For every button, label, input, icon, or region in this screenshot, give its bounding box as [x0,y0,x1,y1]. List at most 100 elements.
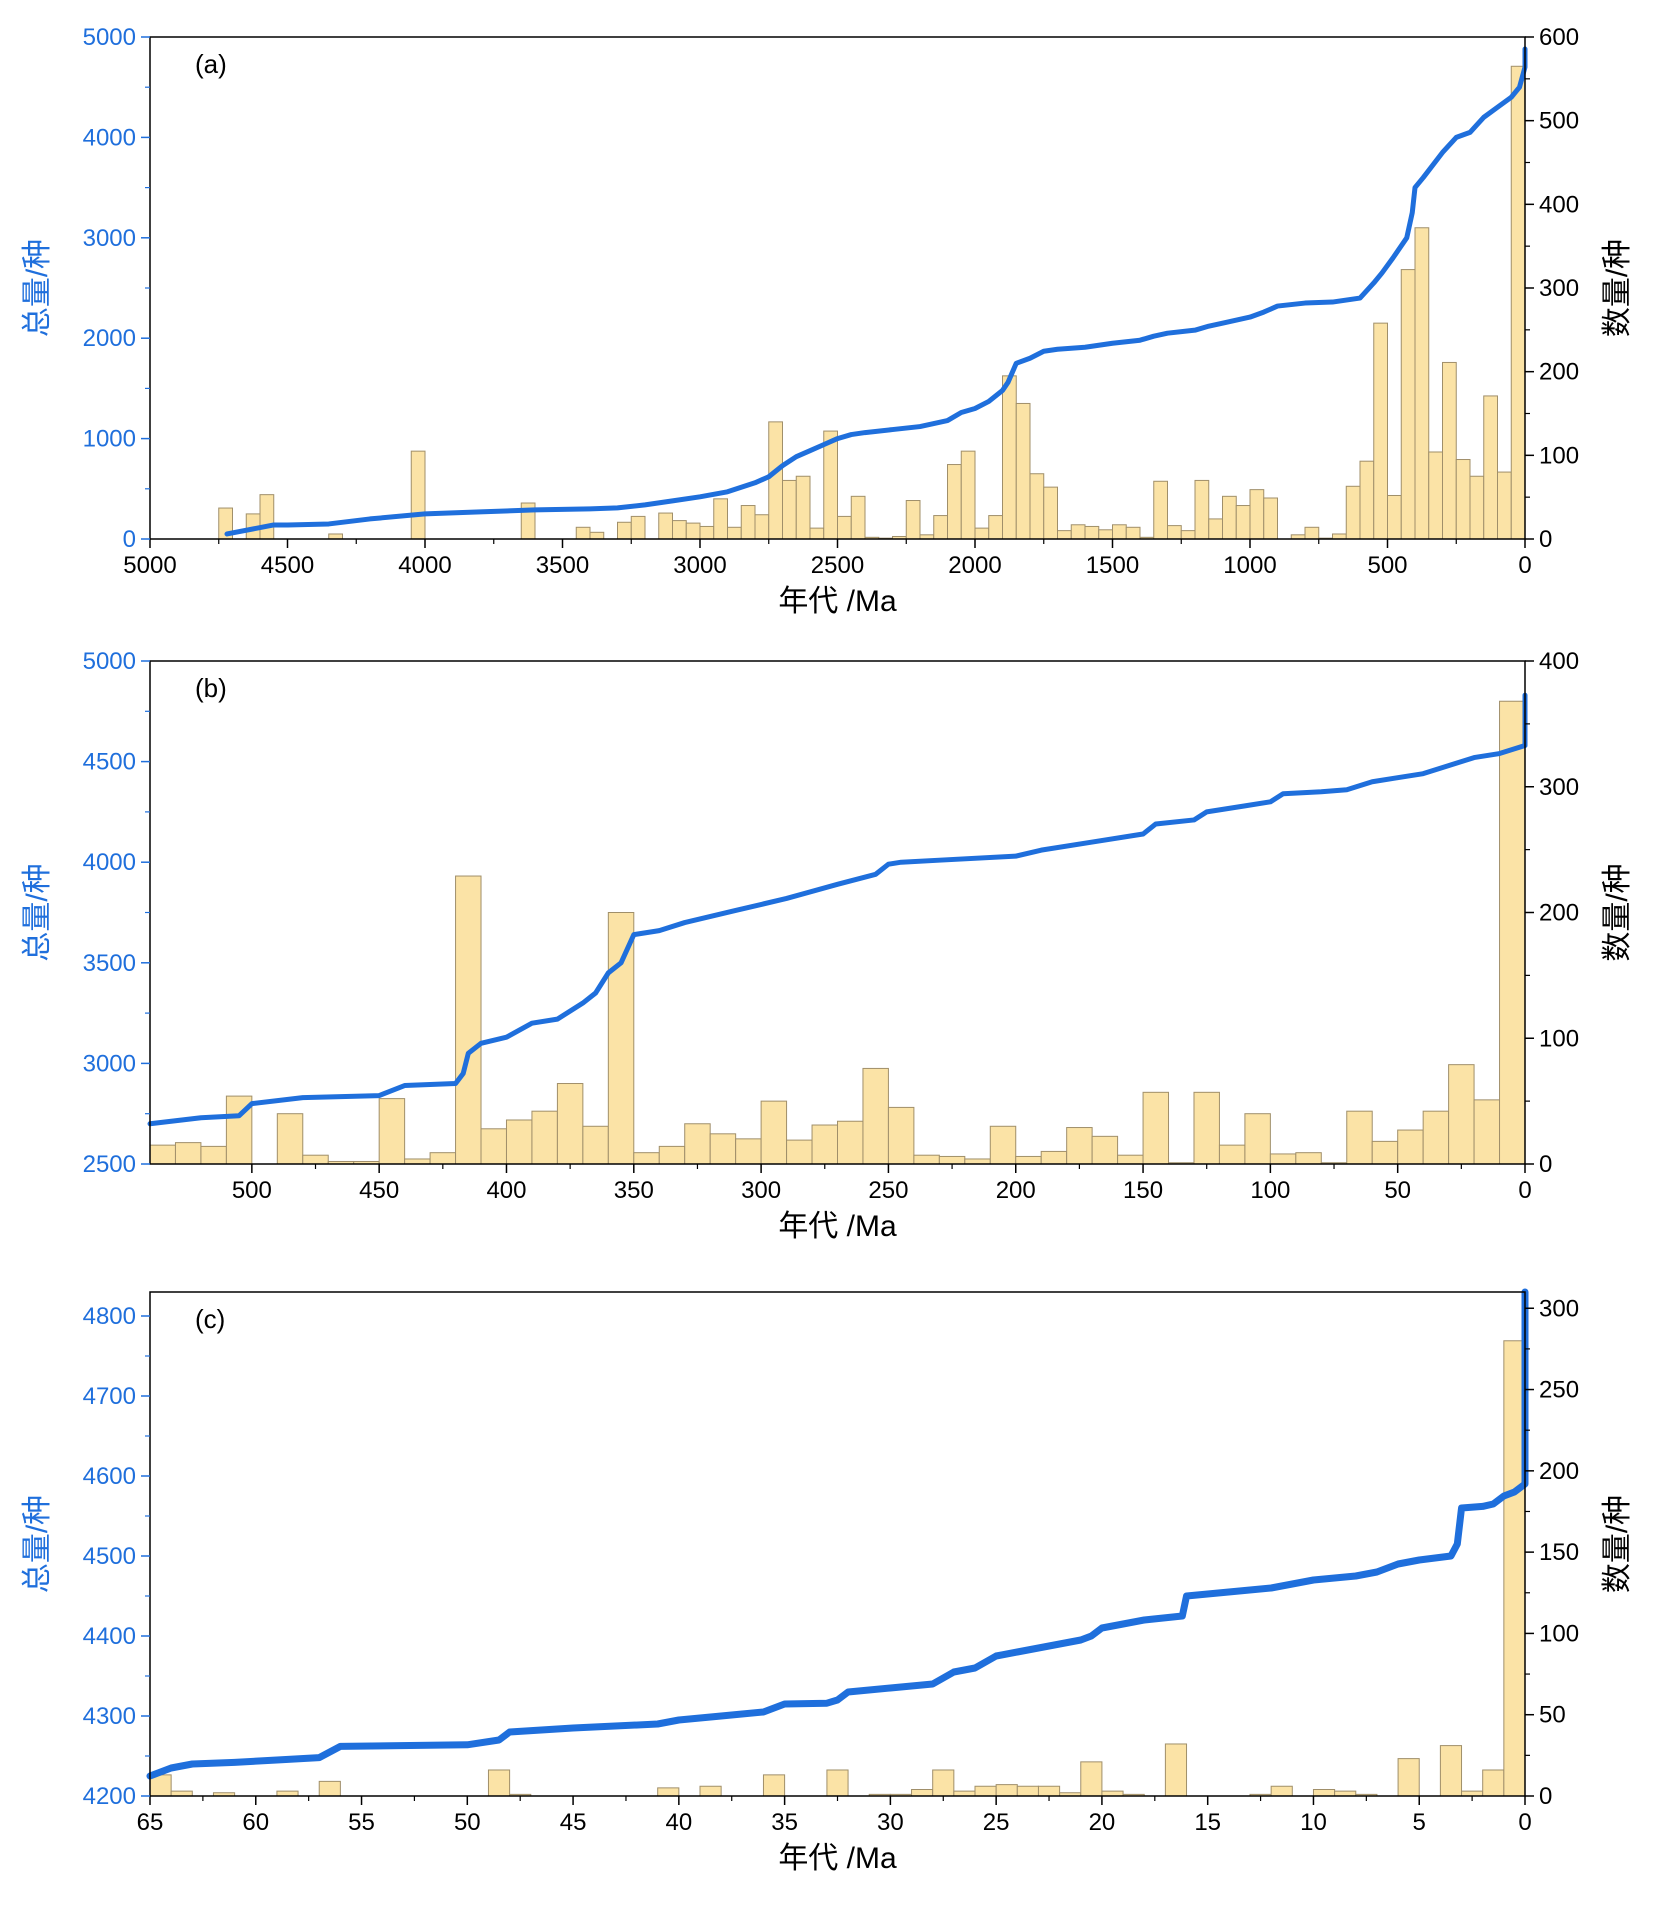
y-left-tick-label: 5000 [83,648,136,675]
x-tick-label: 1500 [1086,552,1139,579]
x-tick-label: 2000 [948,552,1001,579]
bar [1244,1113,1271,1165]
bar [276,1113,304,1165]
bar [1249,489,1265,540]
bar [1270,1785,1293,1797]
y-left-tick-label: 4000 [83,124,136,151]
x-tick-label: 0 [1518,1809,1531,1836]
y-left-tick-label: 4000 [83,849,136,876]
bar [947,464,962,540]
bar [1304,526,1320,540]
y-right-axis-title: 数量/种 [1601,239,1634,337]
bar [809,527,825,540]
bar [1194,479,1210,540]
bar [302,1154,329,1165]
x-tick-label: 30 [877,1809,904,1836]
bar [1235,505,1251,540]
bar [837,1120,864,1165]
x-tick-label: 4500 [261,552,314,579]
bar [1193,1091,1220,1165]
bar [259,494,275,540]
bar [735,1138,762,1165]
bar [1016,1785,1039,1797]
bar [200,1145,227,1165]
x-tick-label: 1000 [1223,552,1276,579]
bar [1125,526,1141,540]
chart-panel-b: 500 450 400 350 300 250 200 150 100 50 02500300035… [21,648,1634,1243]
y-left-tick-label: 4800 [83,1303,136,1330]
y-right-tick-label: 150 [1539,1539,1579,1566]
y-right-tick-label: 300 [1539,275,1579,302]
x-tick-label: 20 [1089,1809,1116,1836]
x-tick-label: 45 [560,1809,587,1836]
bar [149,1144,176,1165]
bar [1345,485,1361,540]
bar [658,512,673,540]
bar [1346,1110,1373,1165]
bar [811,1124,838,1165]
y-right-tick-label: 300 [1539,774,1579,801]
bar [633,1152,660,1165]
bar [1442,361,1457,540]
y-left-tick-label: 4300 [83,1703,136,1730]
bar-group [149,1340,1526,1797]
bar [911,1789,934,1797]
bar [531,1110,558,1165]
bar [887,1106,915,1165]
x-tick-label: 60 [242,1809,269,1836]
bar [487,1769,511,1797]
y-right-tick-label: 0 [1539,1151,1552,1178]
bar [913,1154,940,1165]
bar [455,875,482,1165]
bar [684,1123,711,1165]
chart-panel-a: 5000 4500 4000 3500 3000 2500 2000 1500 1000 500 0… [21,24,1634,618]
y-left-tick-label: 3500 [83,950,136,977]
bar [404,1158,431,1165]
bar [713,498,728,540]
bar [174,1142,202,1165]
bar [1015,402,1031,540]
bar [1002,375,1017,540]
bar [782,479,797,540]
bar [480,1128,507,1165]
bar [1040,1150,1068,1165]
x-tick-label: 2500 [811,552,864,579]
y-right-axis-title: 数量/种 [1601,863,1634,961]
bar [617,521,632,540]
bar [988,515,1003,540]
y-left-tick-label: 5000 [83,24,136,51]
y-right-tick-label: 100 [1539,1025,1579,1052]
bar [826,1769,849,1797]
bar [1469,475,1485,540]
bar [1091,1135,1119,1165]
bar [556,1083,584,1165]
bar [410,450,426,540]
y-left-tick-label: 4600 [83,1463,136,1490]
x-tick-label: 350 [614,1177,654,1204]
bar [1084,525,1100,540]
cumulative-line [224,46,1528,537]
bar [1269,1153,1297,1165]
y-right-axis-title: 数量/种 [1601,1495,1634,1593]
bar [1483,395,1498,540]
bar [1455,459,1471,540]
x-tick-label: 25 [983,1809,1010,1836]
bar [974,1785,997,1797]
bar [964,1158,991,1165]
bar [658,1145,686,1165]
x-tick-label: 3500 [536,552,589,579]
bar [685,522,701,540]
x-tick-label: 50 [1384,1177,1411,1204]
bar [905,500,921,540]
bar [699,1785,722,1797]
y-right-tick-label: 0 [1539,1783,1552,1810]
bar [768,421,783,540]
panel-label: (c) [195,1304,225,1334]
x-tick-label: 4000 [398,552,451,579]
bar [795,475,811,540]
bar [318,1780,341,1797]
bar [1428,451,1443,540]
bar [1397,1129,1424,1165]
bar [754,514,770,540]
